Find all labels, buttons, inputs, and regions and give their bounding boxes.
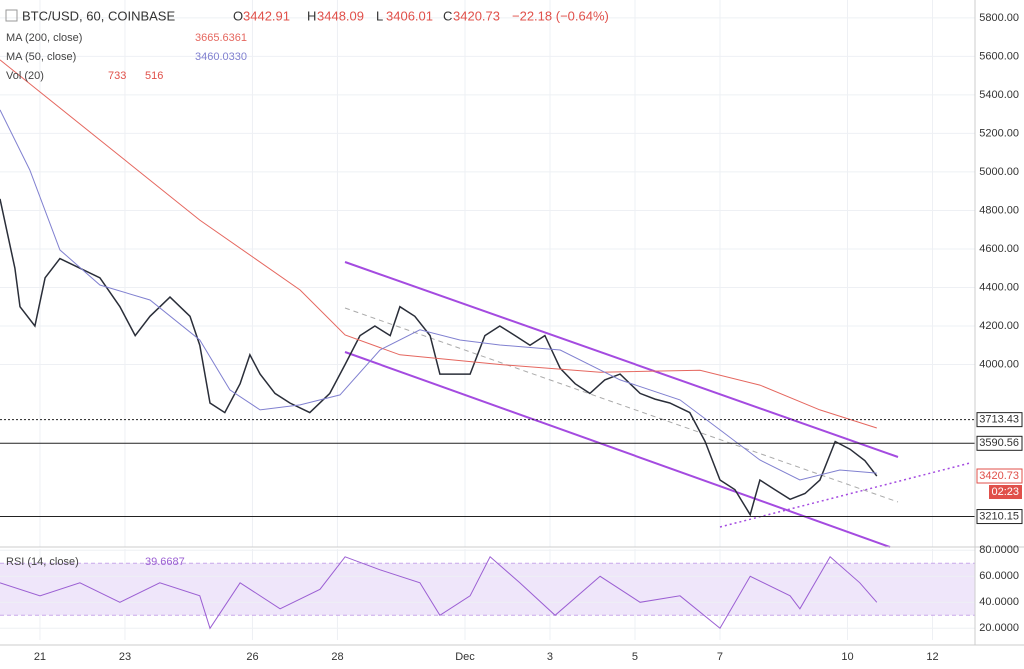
x-tick-label: Dec <box>455 651 475 663</box>
grid <box>0 0 975 640</box>
rsi-band <box>0 563 975 616</box>
channel-upper <box>344 261 899 458</box>
indicator-value: 3665.6361 <box>195 32 247 44</box>
x-tick-label: 28 <box>331 651 343 663</box>
level-tag-label: 3590.56 <box>979 437 1019 449</box>
x-tick-label: 26 <box>246 651 258 663</box>
x-tick-label: 5 <box>632 651 638 663</box>
indicator-value: 733 <box>108 70 126 82</box>
countdown-tag <box>989 485 1022 500</box>
y-tick-label: 5400.00 <box>979 89 1019 101</box>
channel-lower <box>344 351 891 548</box>
y-tick-label: 5200.00 <box>979 127 1019 139</box>
series-line <box>0 556 878 630</box>
y-tick-label: 40.0000 <box>979 596 1019 608</box>
plot <box>0 59 975 630</box>
y-tick-label: 4000.00 <box>979 358 1019 370</box>
y-tick-label: 4600.00 <box>979 243 1019 255</box>
ohlc-key: H <box>307 8 316 23</box>
indicator-value: 3460.0330 <box>195 51 247 63</box>
menu-icon[interactable] <box>5 9 18 22</box>
ohlc-value: 3406.01 <box>386 8 433 23</box>
y-tick-label: 4400.00 <box>979 281 1019 293</box>
change: −22.18 (−0.64%) <box>512 8 609 23</box>
y-tick-label: 5600.00 <box>979 50 1019 62</box>
indicator-name: MA (200, close) <box>6 32 82 44</box>
ohlc-key: O <box>233 8 243 23</box>
last-price-tag <box>976 468 1023 484</box>
trend-line <box>719 462 971 528</box>
series-line <box>0 198 878 517</box>
x-tick-label: 10 <box>841 651 853 663</box>
level-tag <box>976 412 1023 428</box>
y-tick-label: 4200.00 <box>979 320 1019 332</box>
series-line <box>0 109 877 481</box>
y-tick-label: 5800.00 <box>979 12 1019 24</box>
x-tick-label: 23 <box>119 651 131 663</box>
countdown-label: 02:23 <box>991 486 1019 498</box>
ohlc-value: 3448.09 <box>317 8 364 23</box>
y-tick-label: 80.0000 <box>979 544 1019 556</box>
x-tick-label: 21 <box>34 651 46 663</box>
y-tick-label: 60.0000 <box>979 570 1019 582</box>
y-tick-label: 20.0000 <box>979 622 1019 634</box>
channel-mid <box>344 307 899 503</box>
y-tick-label: 5000.00 <box>979 166 1019 178</box>
indicator-name: MA (50, close) <box>6 51 76 63</box>
ohlc-key: L <box>376 8 383 23</box>
x-tick-label: 3 <box>547 651 553 663</box>
ohlc-value: 3442.91 <box>243 8 290 23</box>
symbol: BTC/USD, 60, COINBASE <box>22 8 175 23</box>
x-tick-label: 7 <box>717 651 723 663</box>
ohlc-value: 3420.73 <box>453 8 500 23</box>
x-tick-label: 12 <box>926 651 938 663</box>
indicator-value: 516 <box>145 70 163 82</box>
series-line <box>0 59 877 429</box>
level-tag-label: 3210.15 <box>979 510 1019 522</box>
indicator-value: 39.6687 <box>145 556 185 568</box>
level-tag <box>976 509 1023 525</box>
y-tick-label: 4800.00 <box>979 204 1019 216</box>
level-tag-label: 3713.43 <box>979 414 1019 426</box>
ohlc-key: C <box>443 8 452 23</box>
indicator-name: RSI (14, close) <box>6 556 79 568</box>
level-tag <box>976 435 1023 451</box>
last-price-label: 3420.73 <box>979 470 1019 482</box>
indicator-name: Vol (20) <box>6 70 44 82</box>
